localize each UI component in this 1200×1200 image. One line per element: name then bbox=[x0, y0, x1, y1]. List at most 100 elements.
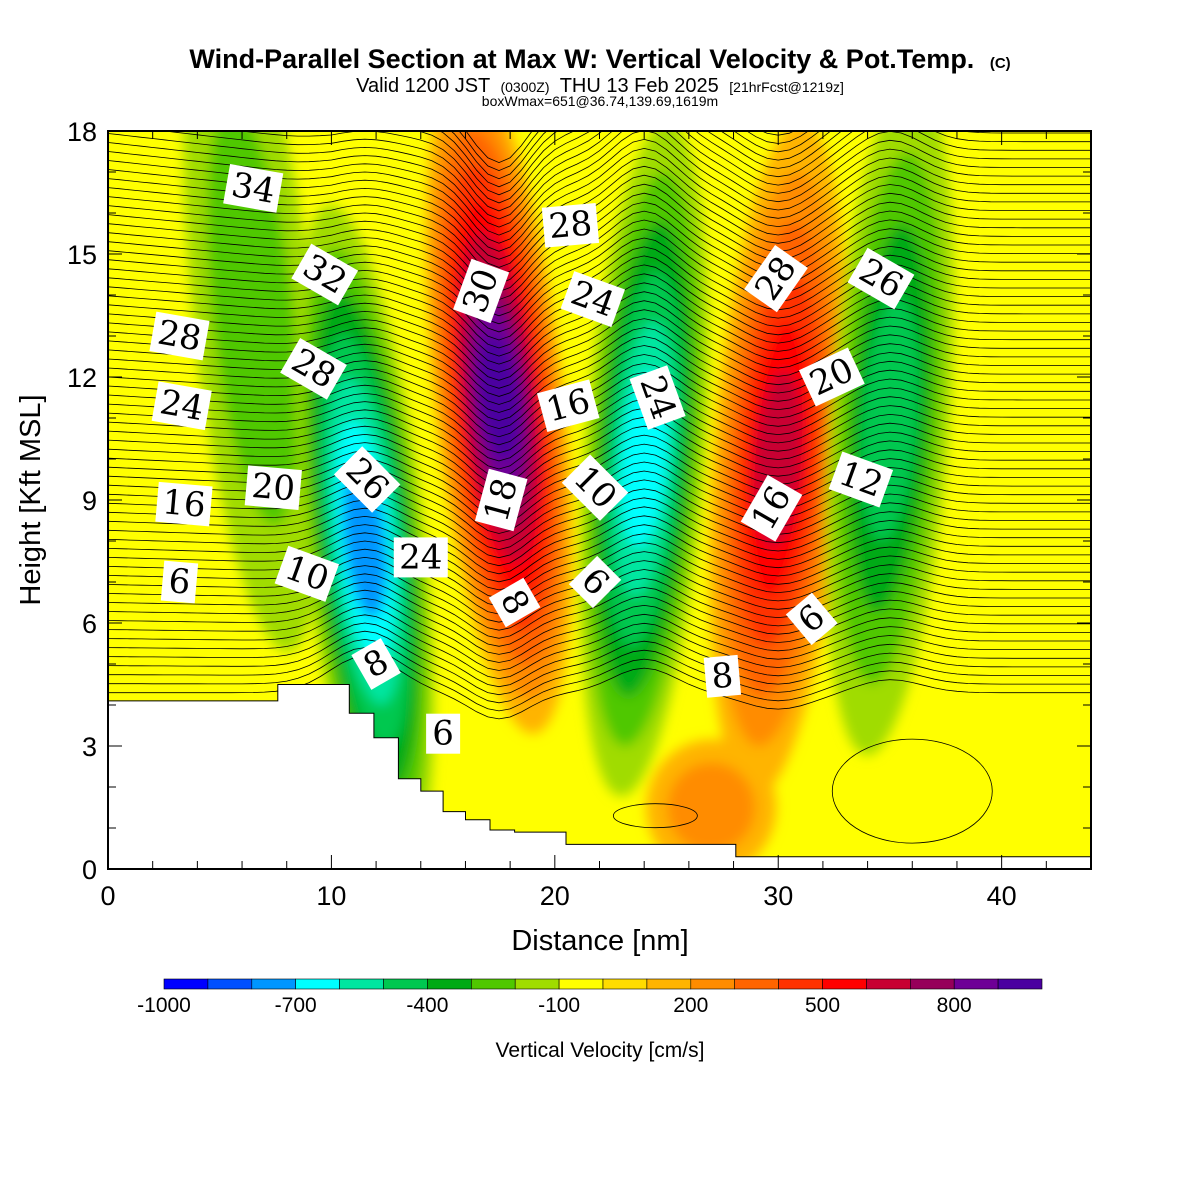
theta-contour-line-30 bbox=[108, 398, 1091, 478]
contour-label-box bbox=[393, 537, 448, 578]
colorbar-swatch bbox=[734, 978, 779, 990]
x-tick-label: 20 bbox=[540, 881, 570, 911]
y-tick-label: 15 bbox=[67, 240, 97, 270]
contour-label-box bbox=[568, 555, 622, 609]
colorbar-swatch bbox=[295, 978, 340, 990]
contour-label-box bbox=[291, 243, 359, 306]
colorbar-swatch bbox=[778, 978, 823, 990]
x-tick-label: 0 bbox=[100, 881, 115, 911]
theta-contour-line-18 bbox=[108, 506, 1091, 575]
theta-contour-line-64 bbox=[237, 131, 1091, 204]
box-max-info: boxWmax=651@36.74,139.69,1619m bbox=[482, 93, 718, 109]
colorbar-swatch bbox=[339, 978, 384, 990]
contour-label-box bbox=[828, 451, 894, 508]
theta-contour-line-55 bbox=[108, 174, 1091, 276]
contour-label-box bbox=[488, 577, 541, 628]
theta-closed-contour bbox=[831, 738, 993, 844]
svg-text:Wind-Parallel Section at Max W: Wind-Parallel Section at Max W: Vertical… bbox=[189, 44, 1010, 74]
y-tick-label: 12 bbox=[67, 363, 97, 393]
colorbar: -1000 -700 -400 -100 200 500 800 bbox=[137, 978, 1043, 1017]
theta-contour-line-34 bbox=[108, 362, 1091, 446]
valid-time: Valid 1200 JST bbox=[356, 75, 490, 97]
colorbar-tick-label: 800 bbox=[937, 994, 972, 1017]
contour-label-box bbox=[798, 347, 865, 407]
contour-label-12: 6 bbox=[426, 713, 461, 754]
y-tick-label: 3 bbox=[82, 732, 97, 762]
contour-label-box bbox=[740, 474, 803, 542]
theta-contour-line-1 bbox=[108, 647, 1091, 712]
contour-label-28: 8 bbox=[703, 654, 742, 698]
theta-contour-line-54 bbox=[108, 183, 1091, 284]
colorbar-swatch bbox=[690, 978, 735, 990]
colorbar-tick-label: -400 bbox=[406, 994, 448, 1017]
y-tick-label: 6 bbox=[82, 609, 97, 639]
theta-contour-line-48 bbox=[108, 237, 1091, 333]
colorbar-swatch bbox=[427, 978, 472, 990]
contour-label-box bbox=[536, 379, 600, 433]
theta-contour-line-4 bbox=[108, 622, 1091, 688]
colorbar-swatch bbox=[866, 978, 911, 990]
theta-contour-line-53 bbox=[108, 192, 1091, 293]
contour-label-box bbox=[223, 164, 284, 213]
contour-label-box bbox=[426, 713, 461, 754]
colorbar-swatch bbox=[163, 978, 209, 990]
theta-contour-line-51 bbox=[108, 210, 1091, 309]
theta-contour-line-40 bbox=[108, 309, 1091, 397]
contour-label-box bbox=[744, 245, 808, 313]
theta-contour-line-39 bbox=[108, 318, 1091, 405]
contour-label-text: 28 bbox=[547, 203, 594, 247]
theta-contour-line-17 bbox=[108, 515, 1091, 583]
contour-label-26: 16 bbox=[740, 474, 803, 542]
theta-contour-line-27 bbox=[108, 425, 1091, 502]
theta-contour-line-2 bbox=[108, 638, 1091, 704]
contour-label-box bbox=[474, 468, 528, 532]
y-tick-label: 18 bbox=[67, 117, 97, 147]
theta-contour-line-5 bbox=[108, 614, 1091, 680]
chart-header: Wind-Parallel Section at Max W: Vertical… bbox=[189, 44, 1010, 109]
theta-contour-line-52 bbox=[108, 201, 1091, 301]
forecast-info: [21hrFcst@1219z] bbox=[729, 79, 844, 95]
theta-contour-line-50 bbox=[108, 219, 1091, 317]
colorbar-title: Vertical Velocity [cm/s] bbox=[496, 1039, 705, 1062]
contour-label-box bbox=[274, 545, 340, 602]
theta-contour-line-62 bbox=[108, 131, 1091, 220]
contour-label-10: 6 bbox=[160, 560, 199, 604]
contour-label-box bbox=[149, 311, 210, 361]
theta-contour-line-7 bbox=[108, 597, 1091, 663]
contour-label-box bbox=[280, 337, 347, 400]
colorbar-swatch bbox=[953, 978, 999, 990]
contour-label-13: 28 bbox=[541, 203, 600, 248]
contour-label-box bbox=[160, 560, 199, 604]
contour-label-text: 6 bbox=[167, 561, 192, 603]
contour-label-7: 16 bbox=[155, 481, 213, 527]
colorbar-swatch bbox=[602, 978, 648, 990]
contour-label-text: 24 bbox=[399, 537, 442, 577]
contour-label-text: 8 bbox=[710, 655, 735, 697]
contour-label-2: 28 bbox=[149, 311, 210, 361]
y-tick-label: 0 bbox=[82, 855, 97, 885]
theta-contour-line-31 bbox=[108, 389, 1091, 470]
theta-contour-line-3 bbox=[108, 630, 1091, 696]
theta-contour-line-41 bbox=[108, 300, 1091, 389]
theta-contour-line-8 bbox=[108, 589, 1091, 655]
x-tick-label: 40 bbox=[987, 881, 1017, 911]
contour-label-17: 24 bbox=[629, 365, 686, 430]
contour-label-text: 16 bbox=[161, 482, 208, 526]
colorbar-swatch bbox=[207, 978, 253, 990]
theta-contour-line-36 bbox=[108, 345, 1091, 430]
terrain-mask bbox=[108, 684, 1091, 869]
colorbar-swatch bbox=[470, 978, 516, 990]
theta-contour-line-9 bbox=[108, 581, 1091, 647]
theta-contour-line-29 bbox=[108, 407, 1091, 486]
copyright-mark: (C) bbox=[990, 55, 1011, 72]
colorbar-swatch bbox=[646, 978, 692, 990]
contour-label-9: 24 bbox=[393, 537, 448, 578]
colorbar-swatch bbox=[514, 978, 560, 990]
contour-label-box bbox=[244, 465, 302, 510]
theta-contour-line-32 bbox=[108, 380, 1091, 462]
colorbar-swatch bbox=[558, 978, 604, 990]
contour-label-16: 16 bbox=[536, 379, 600, 433]
contour-label-4: 24 bbox=[151, 381, 212, 431]
